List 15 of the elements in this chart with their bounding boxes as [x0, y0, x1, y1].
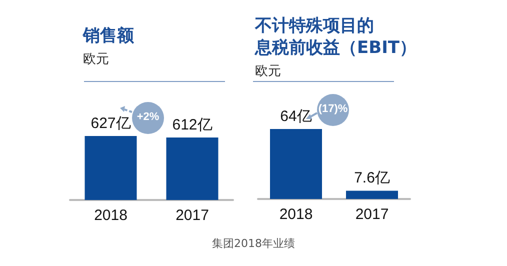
data-label: 612亿 — [172, 116, 212, 134]
x-tick-label: 2017 — [176, 207, 209, 224]
text: +2% — [136, 111, 160, 123]
chart-title: 不计特殊项目的息税前收益（EBIT） — [254, 16, 416, 58]
x-tick-label: 2018 — [94, 207, 128, 224]
text: 集团2018年业绩 — [211, 236, 296, 251]
chart-subtitle: 欧元 — [83, 52, 109, 67]
chart-subtitle: 欧元 — [255, 64, 281, 79]
text: (17)% — [318, 103, 348, 115]
data-label: 627亿 — [90, 115, 131, 132]
chart-title: 销售额 — [82, 26, 135, 46]
x-tick-label: 2018 — [279, 206, 313, 223]
data-label: 64亿 — [280, 108, 312, 125]
x-tick-label: 2017 — [355, 206, 389, 223]
data-label: 7.6亿 — [354, 170, 390, 187]
